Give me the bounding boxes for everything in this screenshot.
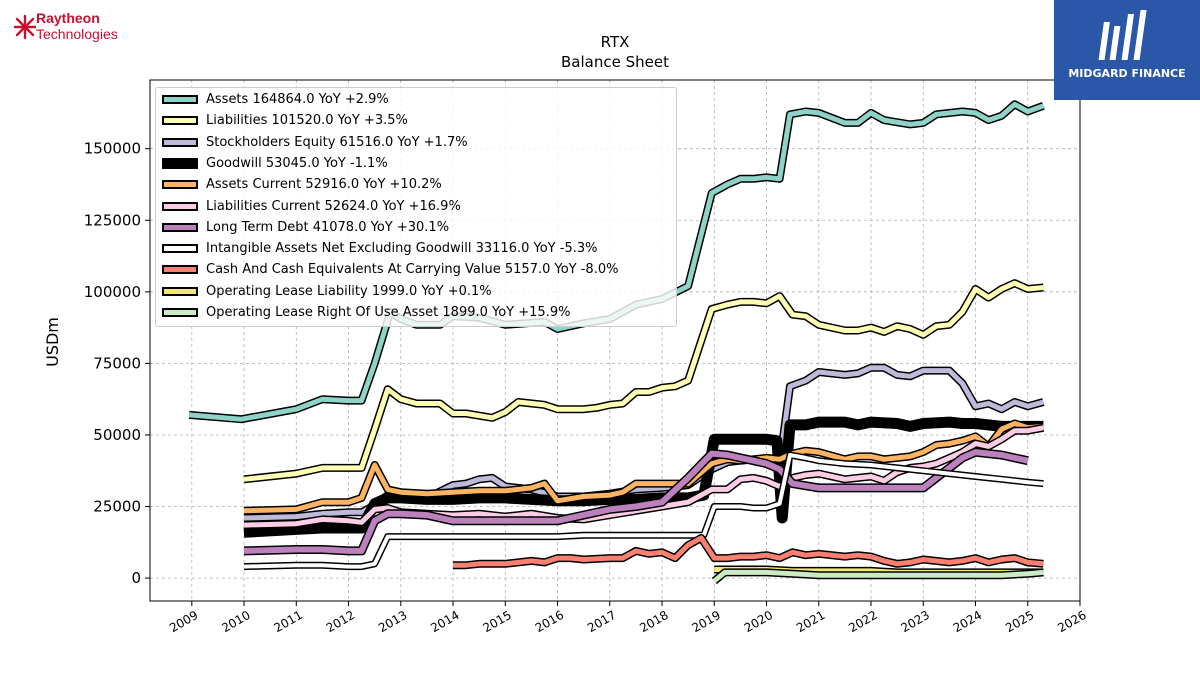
legend-item-intangible-assets-net-excluding-goodwill: Intangible Assets Net Excluding Goodwill… <box>160 240 675 260</box>
legend-swatch <box>162 308 198 317</box>
legend-swatch <box>162 95 198 104</box>
y-tick-label: 25000 <box>93 498 141 516</box>
y-axis-label: USDm <box>43 317 62 367</box>
y-tick-label: 0 <box>131 569 141 587</box>
x-tick-label: 2020 <box>742 608 775 635</box>
x-tick-label: 2017 <box>585 608 618 635</box>
series-cash-and-cash-equivalents-at-carrying-value <box>453 534 1044 570</box>
legend: Assets 164864.0 YoY +2.9% Liabilities 101… <box>155 87 677 327</box>
raytheon-logo <box>14 12 154 46</box>
series-liabilities <box>243 279 1044 484</box>
x-tick-label: 2010 <box>219 608 252 635</box>
legend-label: Liabilities Current 52624.0 YoY +16.9% <box>206 198 461 214</box>
legend-swatch <box>162 180 198 190</box>
x-tick-label: 2011 <box>272 608 305 635</box>
series-goodwill <box>243 416 1044 538</box>
legend-label: Stockholders Equity 61516.0 YoY +1.7% <box>206 134 468 150</box>
legend-item-assets-current: Assets Current 52916.0 YoY +10.2% <box>160 176 675 196</box>
series-intangible-assets-net-excluding-goodwill <box>243 451 1044 571</box>
y-tick-label: 100000 <box>84 283 141 301</box>
x-tick-label: 2014 <box>428 608 461 635</box>
legend-item-cash-and-cash-equivalents-at-carrying-value: Cash And Cash Equivalents At Carrying Va… <box>160 261 675 281</box>
chart-title: RTX <box>600 33 630 51</box>
legend-label: Assets Current 52916.0 YoY +10.2% <box>206 177 442 193</box>
x-tick-label: 2012 <box>324 608 357 635</box>
x-tick-label: 2019 <box>690 608 723 635</box>
x-tick-label: 2018 <box>637 608 670 635</box>
legend-item-liabilities-current: Liabilities Current 52624.0 YoY +16.9% <box>160 198 675 218</box>
legend-label: Cash And Cash Equivalents At Carrying Va… <box>206 262 619 278</box>
midgard-name: MIDGARD FINANCE <box>1068 67 1186 80</box>
legend-swatch <box>162 137 198 147</box>
legend-label: Assets 164864.0 YoY +2.9% <box>206 92 389 107</box>
legend-item-liabilities: Liabilities 101520.0 YoY +3.5% <box>160 112 675 132</box>
legend-swatch <box>162 157 198 169</box>
raytheon-burst-icon <box>14 14 36 40</box>
x-tick-label: 2023 <box>899 608 932 635</box>
series-line <box>243 453 1044 569</box>
x-tick-label: 2025 <box>1003 608 1036 635</box>
midgard-emblem-icon <box>1098 10 1147 60</box>
legend-item-stockholders-equity: Stockholders Equity 61516.0 YoY +1.7% <box>160 134 675 154</box>
x-tick-label: 2009 <box>167 608 200 635</box>
legend-item-operating-lease-right-of-use-asset: Operating Lease Right Of Use Asset 1899.… <box>160 304 675 324</box>
series-line <box>243 418 1044 537</box>
legend-label: Intangible Assets Net Excluding Goodwill… <box>206 241 598 257</box>
y-tick-label: 125000 <box>84 211 141 229</box>
x-tick-label: 2016 <box>533 608 566 635</box>
series-operating-lease-right-of-use-asset <box>711 568 1044 585</box>
y-tick-label: 50000 <box>93 426 141 444</box>
legend-swatch <box>162 265 198 275</box>
plot-frame <box>149 79 1081 602</box>
legend-swatch <box>162 222 198 232</box>
series-line <box>243 280 1044 482</box>
legend-item-operating-lease-liability: Operating Lease Liability 1999.0 YoY +0.… <box>160 283 675 303</box>
legend-swatch <box>162 116 198 126</box>
series-line <box>453 535 1044 568</box>
legend-label: Long Term Debt 41078.0 YoY +30.1% <box>206 219 450 235</box>
legend-item-assets: Assets 164864.0 YoY +2.9% <box>160 91 675 111</box>
y-tick-label: 150000 <box>84 140 141 158</box>
midgard-logo: MIDGARD FINANCE <box>1054 0 1200 100</box>
x-tick-label: 2024 <box>951 608 984 635</box>
legend-swatch <box>162 201 198 211</box>
x-tick-label: 2026 <box>1055 608 1088 635</box>
legend-label: Operating Lease Right Of Use Asset 1899.… <box>206 305 571 320</box>
y-tick-label: 75000 <box>93 354 141 372</box>
x-tick-label: 2022 <box>846 608 879 635</box>
legend-label: Liabilities 101520.0 YoY +3.5% <box>206 113 408 129</box>
raytheon-name: Raytheon <box>36 10 100 26</box>
legend-label: Operating Lease Liability 1999.0 YoY +0.… <box>206 283 492 299</box>
series-line <box>712 569 1044 583</box>
legend-item-long-term-debt: Long Term Debt 41078.0 YoY +30.1% <box>160 219 675 239</box>
x-tick-label: 2015 <box>481 608 514 635</box>
legend-swatch <box>162 244 198 254</box>
legend-label: Goodwill 53045.0 YoY -1.1% <box>206 155 388 171</box>
raytheon-subtitle: Technologies <box>36 26 118 42</box>
chart-subtitle: Balance Sheet <box>561 53 669 71</box>
x-tick-label: 2013 <box>376 608 409 635</box>
x-tick-label: 2021 <box>794 608 827 635</box>
legend-item-goodwill: Goodwill 53045.0 YoY -1.1% <box>160 155 675 175</box>
legend-swatch <box>162 286 198 296</box>
